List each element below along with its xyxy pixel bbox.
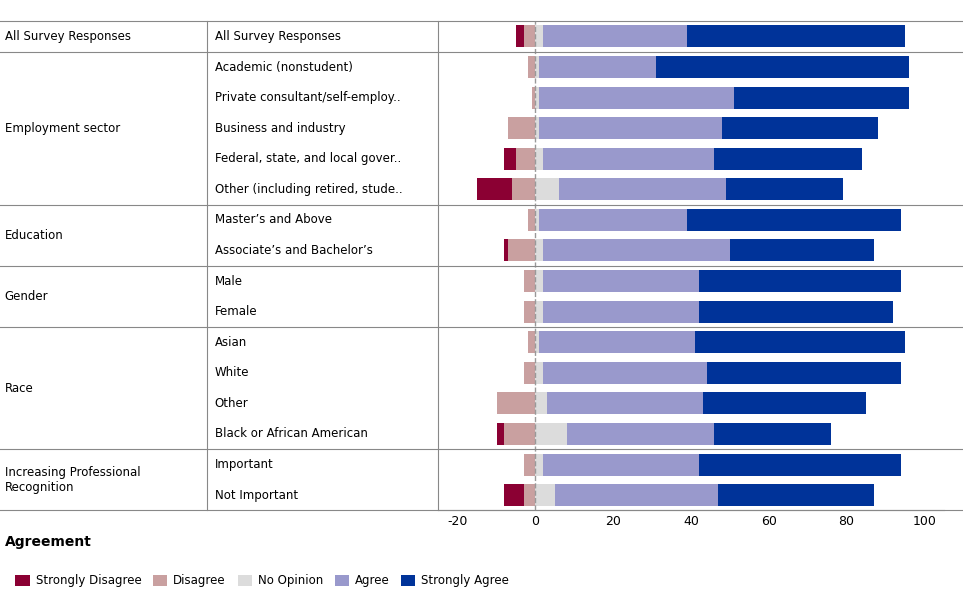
Bar bbox=[524, 270, 535, 292]
Text: Important: Important bbox=[215, 458, 273, 471]
Bar bbox=[535, 362, 543, 384]
Bar bbox=[539, 209, 687, 231]
Bar bbox=[508, 239, 535, 262]
Bar bbox=[535, 25, 543, 48]
Bar bbox=[497, 393, 535, 414]
Bar bbox=[718, 484, 873, 506]
Bar bbox=[535, 484, 555, 506]
Bar bbox=[695, 331, 905, 353]
Bar bbox=[543, 25, 687, 48]
Bar bbox=[656, 56, 909, 78]
Bar bbox=[535, 393, 547, 414]
Text: Employment sector: Employment sector bbox=[5, 121, 120, 135]
Bar bbox=[512, 178, 535, 201]
Text: All Survey Responses: All Survey Responses bbox=[215, 30, 341, 43]
Bar bbox=[535, 454, 543, 475]
Text: All Survey Responses: All Survey Responses bbox=[5, 30, 131, 43]
Text: Other (including retired, stude..: Other (including retired, stude.. bbox=[215, 183, 403, 196]
Bar bbox=[707, 362, 901, 384]
Bar bbox=[699, 270, 901, 292]
Bar bbox=[559, 178, 726, 201]
Text: Associate’s and Bachelor’s: Associate’s and Bachelor’s bbox=[215, 244, 373, 257]
Text: Federal, state, and local gover..: Federal, state, and local gover.. bbox=[215, 152, 401, 165]
Bar bbox=[699, 454, 901, 475]
Bar bbox=[528, 331, 535, 353]
Bar bbox=[535, 148, 543, 170]
Bar bbox=[524, 454, 535, 475]
Bar bbox=[539, 331, 695, 353]
Bar bbox=[532, 86, 535, 109]
Bar bbox=[566, 423, 715, 445]
Text: Male: Male bbox=[215, 275, 243, 288]
Bar bbox=[726, 178, 843, 201]
Bar bbox=[535, 178, 559, 201]
Bar bbox=[699, 301, 894, 323]
Bar bbox=[535, 86, 539, 109]
Bar bbox=[524, 301, 535, 323]
Bar bbox=[555, 484, 718, 506]
Bar bbox=[516, 25, 524, 48]
Bar bbox=[505, 484, 524, 506]
Bar bbox=[730, 239, 873, 262]
Bar bbox=[715, 423, 831, 445]
Bar bbox=[687, 25, 905, 48]
Bar bbox=[543, 270, 699, 292]
Bar bbox=[516, 148, 535, 170]
Bar bbox=[524, 484, 535, 506]
Bar bbox=[505, 239, 508, 262]
Text: Black or African American: Black or African American bbox=[215, 428, 368, 440]
Text: Agreement: Agreement bbox=[5, 535, 91, 548]
Bar bbox=[505, 423, 535, 445]
Bar bbox=[528, 209, 535, 231]
Bar bbox=[543, 301, 699, 323]
Bar bbox=[528, 56, 535, 78]
Bar bbox=[535, 331, 539, 353]
Text: Academic (nonstudent): Academic (nonstudent) bbox=[215, 60, 352, 74]
Bar bbox=[543, 362, 707, 384]
Bar bbox=[535, 239, 543, 262]
Bar bbox=[524, 362, 535, 384]
Bar bbox=[535, 117, 539, 139]
Bar bbox=[722, 117, 877, 139]
Bar bbox=[703, 393, 866, 414]
Bar bbox=[543, 454, 699, 475]
Bar bbox=[535, 423, 566, 445]
Bar bbox=[734, 86, 909, 109]
Bar bbox=[535, 270, 543, 292]
Text: Other: Other bbox=[215, 397, 248, 410]
Bar bbox=[539, 117, 722, 139]
Legend: Strongly Disagree, Disagree, No Opinion, Agree, Strongly Agree: Strongly Disagree, Disagree, No Opinion,… bbox=[11, 570, 514, 592]
Text: Private consultant/self-employ..: Private consultant/self-employ.. bbox=[215, 91, 401, 104]
Bar bbox=[547, 393, 703, 414]
Text: White: White bbox=[215, 366, 249, 379]
Bar bbox=[524, 25, 535, 48]
Text: Race: Race bbox=[5, 382, 34, 394]
Text: Not Important: Not Important bbox=[215, 489, 298, 501]
Bar bbox=[535, 56, 539, 78]
Text: Asian: Asian bbox=[215, 336, 247, 349]
Bar bbox=[535, 301, 543, 323]
Bar bbox=[508, 117, 535, 139]
Text: Increasing Professional
Recognition: Increasing Professional Recognition bbox=[5, 466, 141, 494]
Bar bbox=[539, 56, 656, 78]
Text: Business and industry: Business and industry bbox=[215, 121, 346, 135]
Bar bbox=[505, 148, 516, 170]
Bar bbox=[497, 423, 505, 445]
Text: Education: Education bbox=[5, 229, 64, 242]
Text: Master’s and Above: Master’s and Above bbox=[215, 213, 331, 226]
Bar bbox=[543, 239, 730, 262]
Text: Gender: Gender bbox=[5, 290, 48, 303]
Bar bbox=[687, 209, 901, 231]
Bar bbox=[539, 86, 734, 109]
Bar bbox=[543, 148, 715, 170]
Bar bbox=[477, 178, 512, 201]
Text: Female: Female bbox=[215, 305, 257, 318]
Bar bbox=[535, 209, 539, 231]
Bar bbox=[715, 148, 862, 170]
